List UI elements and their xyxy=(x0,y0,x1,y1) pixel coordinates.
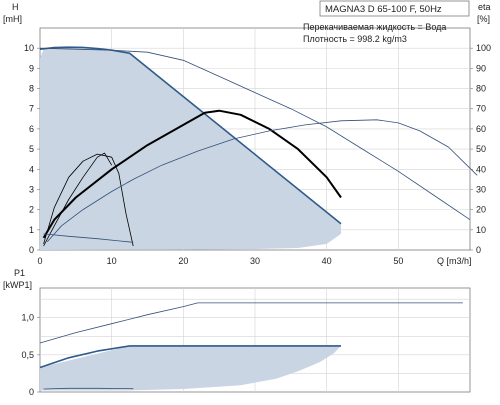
x-tick-label: 20 xyxy=(178,256,188,266)
y-tick-label: 1 xyxy=(29,225,34,235)
chart-title: MAGNA3 D 65-100 F, 50Hz xyxy=(325,4,442,15)
y2-tick-label: 60 xyxy=(476,124,486,134)
y2-tick-label: 30 xyxy=(476,184,486,194)
y2-tick-label: 20 xyxy=(476,205,486,215)
y-tick-label: 0 xyxy=(29,245,34,255)
series-x-eta xyxy=(46,119,478,243)
series-max-eta xyxy=(42,109,342,239)
y2-axis-unit: [%] xyxy=(477,14,490,24)
series-min-curve xyxy=(43,153,134,247)
series-power-upper xyxy=(39,302,463,344)
y2-tick-labels: 0 10 20 30 40 50 60 70 80 90 100 xyxy=(470,43,491,255)
y2-tick-label: 50 xyxy=(476,144,486,154)
y2-tick-label: 90 xyxy=(476,63,486,73)
y-axis-name: P1 xyxy=(14,268,25,278)
series-upper-curve xyxy=(39,47,471,221)
x-tick-label: 0 xyxy=(37,256,42,266)
y2-axis-name: eta xyxy=(478,2,491,12)
head-chart: 0 1 2 3 4 5 6 7 8 9 10 0 10 20 30 40 50 60 70 80 90 100 0 10 2… xyxy=(3,0,491,266)
y-tick-label: 10 xyxy=(24,43,34,53)
x-tick-label: 40 xyxy=(322,256,332,266)
y2-tick-label: 80 xyxy=(476,84,486,94)
y2-tick-label: 40 xyxy=(476,164,486,174)
series-min-eta xyxy=(43,152,113,247)
y-axis-unit: [mH] xyxy=(3,14,22,24)
y-tick-label: 5 xyxy=(29,144,34,154)
y-tick-label: 0,5 xyxy=(21,350,34,360)
y-tick-label: 0 xyxy=(29,387,34,397)
y-tick-label: 9 xyxy=(29,63,34,73)
x-tick-label: 10 xyxy=(107,256,117,266)
y-axis-name: H xyxy=(12,2,19,12)
x-tick-label: 30 xyxy=(250,256,260,266)
y-axis-unit: [kWP1] xyxy=(3,280,32,290)
series-lower-curve xyxy=(43,233,134,243)
y-tick-label: 1,0 xyxy=(21,313,34,323)
y-tick-label: 7 xyxy=(29,104,34,114)
y-tick-labels: 0 1 2 3 4 5 6 7 8 9 10 xyxy=(24,43,40,255)
power-area xyxy=(40,345,341,391)
series-power-lower xyxy=(43,387,134,390)
series-lines xyxy=(39,46,478,247)
x-tick-labels: 0 10 20 30 40 50 xyxy=(37,256,403,266)
y-tick-label: 2 xyxy=(29,205,34,215)
y2-tick-label: 100 xyxy=(476,43,491,53)
y-tick-label: 6 xyxy=(29,124,34,134)
x-axis-label: Q [m3/h] xyxy=(437,256,472,266)
y2-tick-label: 0 xyxy=(476,245,481,255)
y-tick-label: 3 xyxy=(29,184,34,194)
series-power-max xyxy=(39,345,341,369)
y-tick-label: 4 xyxy=(29,164,34,174)
note-density: Плотность = 998.2 kg/m3 xyxy=(303,34,407,44)
operating-area xyxy=(40,47,341,250)
y2-tick-label: 10 xyxy=(476,225,486,235)
power-chart: 0 0,5 1,0 P1 [kWP1] xyxy=(3,268,471,397)
series-max-curve xyxy=(39,46,342,225)
y2-tick-label: 70 xyxy=(476,104,486,114)
series-lines xyxy=(39,302,463,390)
y-tick-labels: 0 0,5 1,0 xyxy=(21,313,40,397)
y-tick-label: 8 xyxy=(29,84,34,94)
note-fluid: Перекачиваемая жидкость = Вода xyxy=(303,22,446,32)
x-tick-label: 50 xyxy=(393,256,403,266)
title-box xyxy=(319,0,470,17)
